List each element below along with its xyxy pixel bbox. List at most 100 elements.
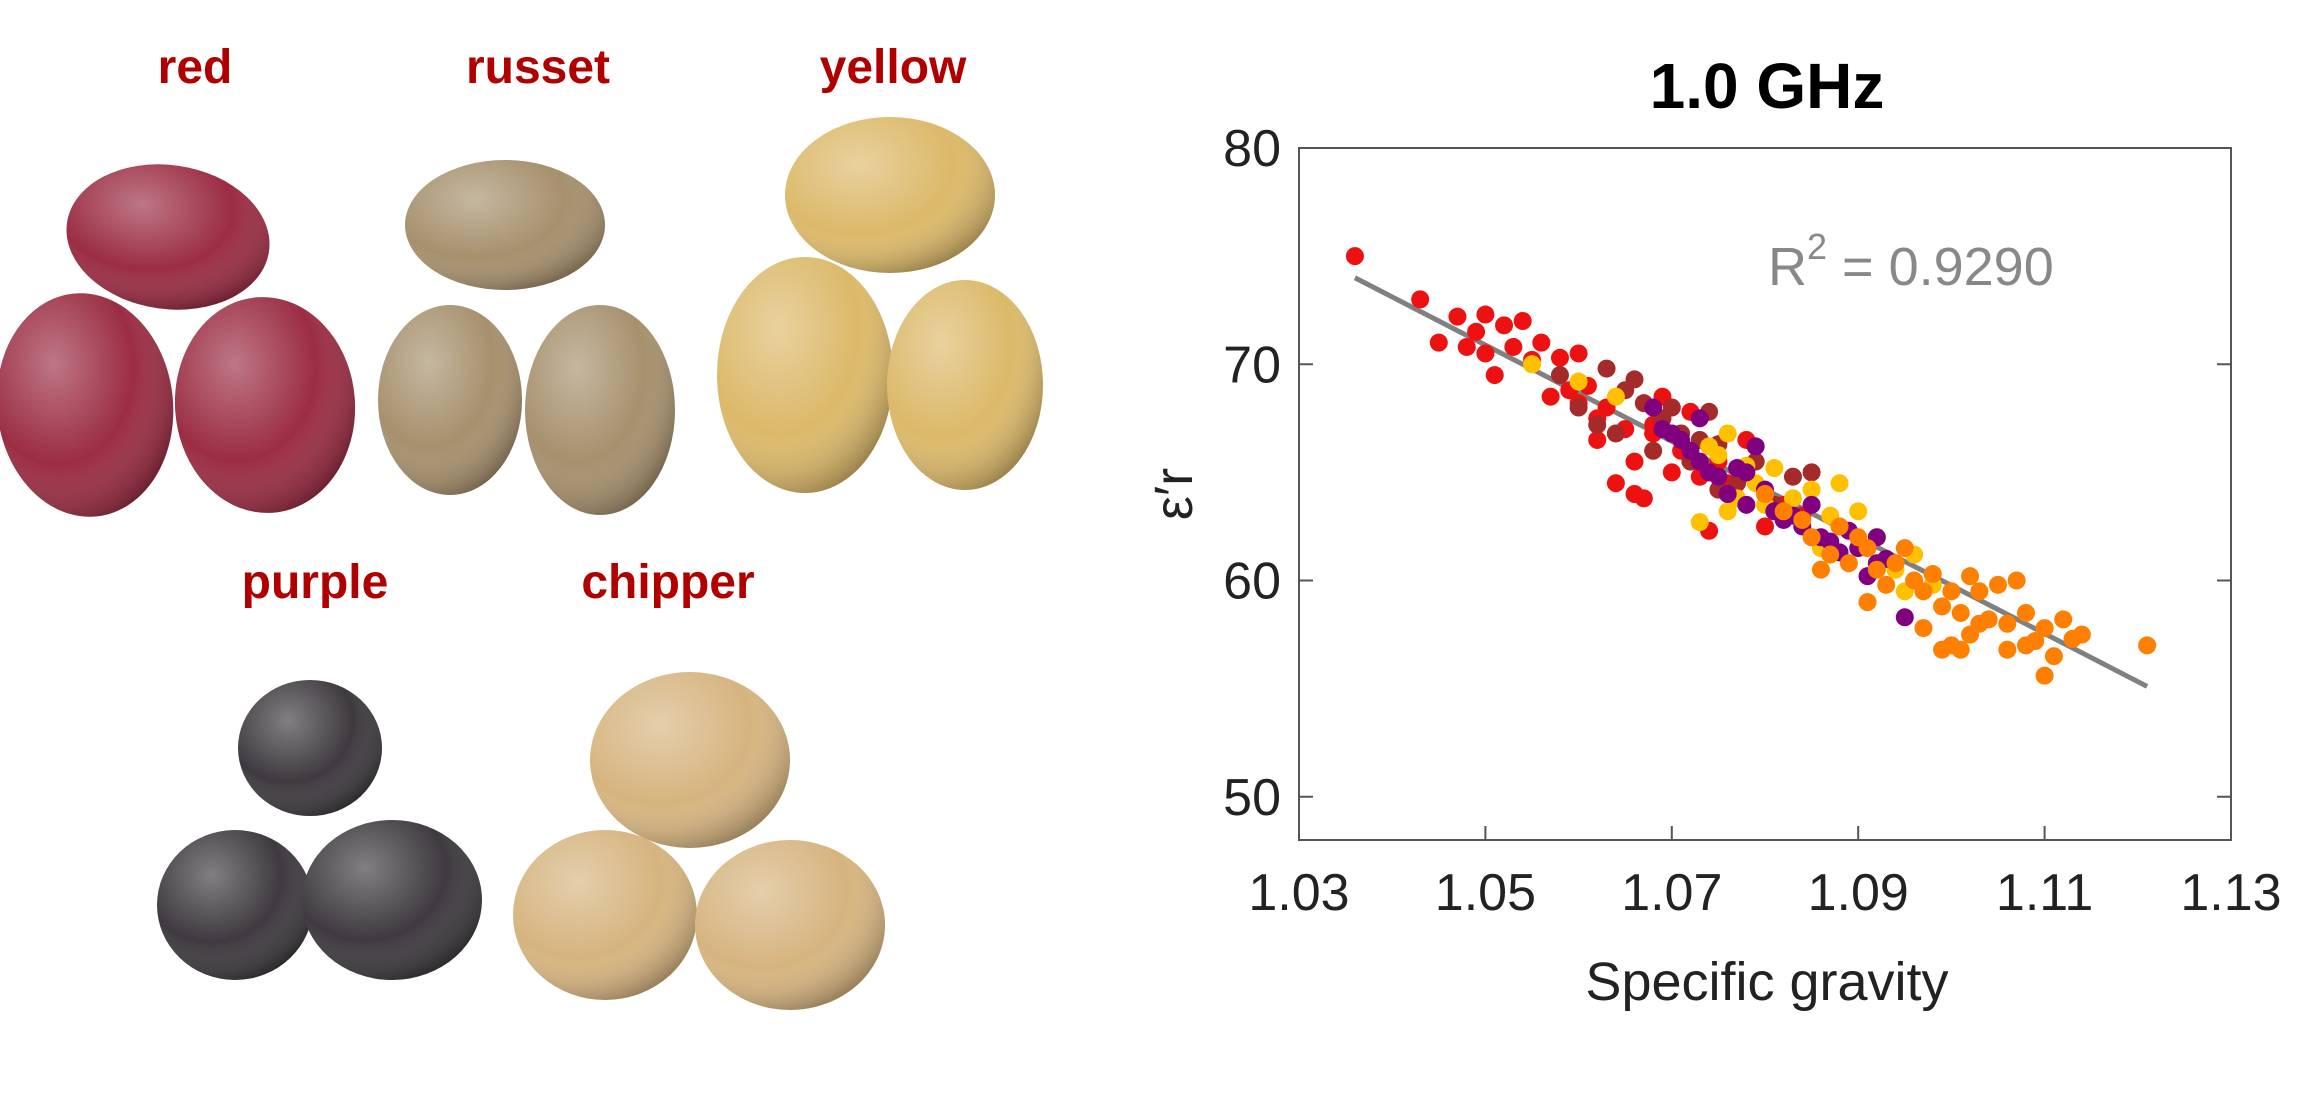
data-point [1858, 593, 1877, 612]
r2-base: R [1768, 237, 1807, 297]
data-point [1989, 575, 2007, 594]
potato-shade [785, 117, 995, 273]
data-point [1513, 312, 1532, 330]
data-point [1485, 366, 1504, 385]
potato-shade [590, 672, 790, 848]
data-point [2035, 619, 2054, 638]
data-point [2054, 610, 2073, 629]
potato-shade [695, 840, 885, 1010]
data-point [1569, 398, 1588, 417]
data-point [1495, 316, 1514, 335]
data-point [1662, 463, 1681, 482]
y-axis-title: ε′r [1144, 468, 1204, 520]
data-point [2007, 571, 2026, 590]
data-point [1830, 474, 1849, 493]
x-axis-title: Specific gravity [1585, 952, 1948, 1012]
data-point [1644, 441, 1663, 460]
data-point [1718, 424, 1737, 443]
data-point [1933, 597, 1952, 616]
data-point [1756, 517, 1774, 536]
data-point [1737, 495, 1756, 514]
data-point [1606, 424, 1625, 443]
data-point [1877, 575, 1896, 594]
y-tick-label: 60 [1223, 553, 1281, 611]
data-point [1476, 344, 1495, 363]
data-point [1662, 398, 1681, 417]
data-point [1718, 502, 1737, 521]
data-point [2035, 666, 2054, 685]
potato-label-russet: russet [465, 41, 611, 94]
y-tick-label: 50 [1223, 769, 1281, 827]
data-point [1793, 510, 1812, 529]
data-point [1895, 539, 1914, 558]
data-point [1718, 485, 1737, 503]
data-point [1597, 359, 1616, 378]
data-point [1951, 603, 1970, 622]
data-point [1690, 409, 1709, 428]
data-point [1457, 337, 1476, 356]
data-point [1942, 582, 1961, 601]
data-point [1756, 485, 1774, 503]
data-point [1504, 337, 1523, 356]
r2-value: = 0.9290 [1827, 237, 2054, 297]
data-point [1476, 305, 1495, 324]
x-tick-label: 1.03 [1248, 864, 1349, 922]
yellow-potatoes [717, 117, 1043, 493]
data-point [1858, 539, 1877, 558]
russet-potatoes [378, 160, 675, 515]
potato-shade [66, 164, 270, 310]
x-tick-label: 1.07 [1621, 864, 1722, 922]
data-point [1774, 502, 1793, 521]
x-tick-label: 1.13 [2180, 864, 2281, 922]
data-point [1737, 463, 1756, 482]
x-tick-label: 1.11 [1996, 864, 2093, 922]
potato-illustrations [0, 117, 1043, 1010]
data-point [1532, 333, 1551, 352]
data-point [1998, 614, 2017, 633]
potato-shade [717, 257, 893, 493]
chart-title: 1.0 GHz [1650, 50, 1885, 122]
data-point [1923, 565, 1942, 584]
data-point [1625, 370, 1644, 389]
x-axis: 1.03 1.05 1.07 1.09 1.11 1.13 [1248, 826, 2282, 922]
data-point [1821, 545, 1840, 564]
scatter-points [1345, 247, 2157, 685]
data-point [1550, 348, 1569, 367]
data-point [1886, 554, 1905, 573]
data-point [1970, 582, 1989, 601]
potato-label-chipper: chipper [581, 556, 755, 609]
data-point [1998, 640, 2017, 659]
r2-annotation: R2 = 0.9290 [1768, 226, 2054, 297]
potato-label-red: red [157, 41, 233, 94]
data-point [1951, 640, 1970, 659]
data-point [1625, 485, 1644, 503]
data-point [1895, 608, 1914, 627]
data-point [2016, 603, 2035, 622]
data-point [1588, 430, 1607, 449]
data-point [1523, 355, 1541, 374]
x-tick-label: 1.09 [1808, 864, 1909, 922]
data-point [1625, 452, 1644, 471]
y-tick-label: 70 [1223, 336, 1281, 394]
data-point [1914, 582, 1933, 601]
x-tick-label: 1.05 [1435, 864, 1536, 922]
data-point [1541, 387, 1560, 406]
data-point [1569, 372, 1588, 391]
data-point [2072, 625, 2091, 644]
potato-shade [525, 305, 675, 515]
data-point [1802, 463, 1821, 482]
data-point [1914, 619, 1933, 638]
data-point [1802, 480, 1821, 499]
chipper-potatoes [513, 672, 885, 1010]
data-point [1588, 415, 1607, 434]
potato-shade [378, 305, 522, 495]
data-point [1709, 467, 1728, 486]
data-point [1448, 307, 1467, 326]
data-point [1644, 398, 1663, 417]
data-point [2026, 632, 2045, 651]
data-point [1429, 333, 1448, 352]
data-point [2138, 636, 2157, 655]
y-tick-label: 80 [1223, 120, 1281, 178]
data-point [1709, 446, 1728, 465]
